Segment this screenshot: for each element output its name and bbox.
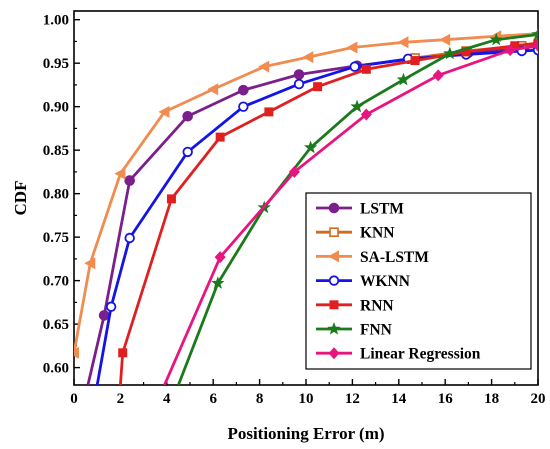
data-point (118, 348, 128, 358)
y-tick-label: 0.80 (43, 187, 69, 203)
y-tick-label: 1.00 (43, 13, 69, 29)
y-tick-label: 0.85 (43, 143, 69, 159)
legend-item: RNN (316, 297, 394, 314)
data-point (238, 101, 249, 112)
data-point (439, 33, 451, 46)
x-tick-label: 20 (531, 391, 546, 407)
y-axis-title: CDF (11, 181, 30, 216)
data-point (293, 69, 305, 80)
data-point (258, 60, 270, 73)
axes: 0 2 4 6 8 10 12 14 16 18 20 0.60 0.65 0.70 0.75 0.80 0.8… (43, 10, 546, 407)
data-point (302, 51, 314, 64)
data-point (531, 27, 538, 41)
x-axis-title: Positioning Error (m) (227, 424, 384, 443)
data-point (361, 64, 371, 74)
data-point (74, 346, 79, 359)
series-layer (74, 27, 538, 385)
data-point (532, 39, 538, 52)
data-point (215, 132, 225, 142)
data-point (182, 110, 193, 122)
data-point (410, 56, 420, 66)
legend-swatch-marker (329, 300, 339, 310)
x-tick-label: 12 (345, 391, 360, 407)
y-tick-label: 0.60 (43, 361, 69, 377)
x-tick-label: 6 (209, 391, 217, 407)
data-point (504, 44, 516, 57)
data-point (211, 276, 225, 289)
legend: LSTM KNN SA-LSTM WKNN RNN FNN Linear Regressio… (305, 192, 532, 370)
data-point (105, 301, 117, 312)
data-point (238, 84, 249, 96)
data-point (349, 61, 360, 72)
data-point (396, 72, 411, 86)
data-point (207, 83, 219, 96)
data-point (489, 32, 503, 46)
legend-swatch-marker (327, 322, 341, 335)
data-point (124, 232, 135, 244)
legend-item: Linear Regression (316, 346, 481, 363)
legend-swatch-marker (328, 275, 340, 286)
data-point (443, 46, 457, 60)
legend-swatch-marker (329, 227, 339, 237)
legend-label: RNN (360, 297, 394, 314)
y-tick-label: 0.95 (43, 56, 69, 72)
legend-swatch-marker (328, 202, 340, 214)
data-point (124, 175, 135, 186)
data-point (288, 165, 300, 178)
data-point (360, 108, 372, 121)
data-point (313, 82, 323, 92)
legend-label: SA-LSTM (360, 249, 429, 266)
legend-item: KNN (316, 225, 394, 242)
data-point (264, 107, 274, 117)
x-tick-label: 14 (391, 391, 407, 407)
y-tick-label: 0.75 (43, 230, 69, 246)
data-point (114, 167, 126, 180)
y-tick-label: 0.65 (43, 317, 69, 333)
legend-label: Linear Regression (360, 346, 481, 363)
x-tick-label: 0 (70, 391, 78, 407)
data-point (98, 310, 110, 321)
data-point (182, 146, 193, 158)
data-point (158, 105, 170, 118)
legend-item: LSTM (316, 201, 404, 218)
legend-swatch-marker (328, 347, 340, 360)
data-point (214, 251, 226, 264)
legend-label: WKNN (360, 273, 410, 290)
y-tick-label: 0.90 (43, 100, 69, 116)
data-point (432, 69, 444, 82)
legend-item: SA-LSTM (316, 249, 429, 266)
data-point (510, 41, 520, 51)
data-point (303, 140, 318, 154)
x-tick-label: 4 (163, 391, 171, 407)
legend-label: LSTM (360, 201, 404, 218)
data-point (293, 78, 305, 90)
data-point (461, 47, 471, 57)
x-tick-label: 10 (299, 391, 314, 407)
legend-item: WKNN (316, 273, 410, 290)
data-point (84, 257, 96, 270)
x-tick-label: 18 (484, 391, 499, 407)
x-tick-label: 16 (438, 391, 454, 407)
legend-item: FNN (316, 322, 392, 339)
x-tick-label: 8 (256, 391, 264, 407)
legend-label: KNN (360, 225, 394, 242)
data-point (397, 36, 409, 49)
legend-label: FNN (360, 322, 392, 339)
series-linear-regression (163, 39, 538, 385)
data-point (350, 99, 364, 113)
y-tick-label: 0.70 (43, 274, 69, 290)
series-sa-lstm (74, 30, 538, 359)
legend-swatch-marker (328, 250, 339, 263)
x-tick-label: 2 (117, 391, 125, 407)
data-point (346, 41, 358, 54)
data-point (166, 194, 176, 204)
series-line (74, 32, 538, 354)
